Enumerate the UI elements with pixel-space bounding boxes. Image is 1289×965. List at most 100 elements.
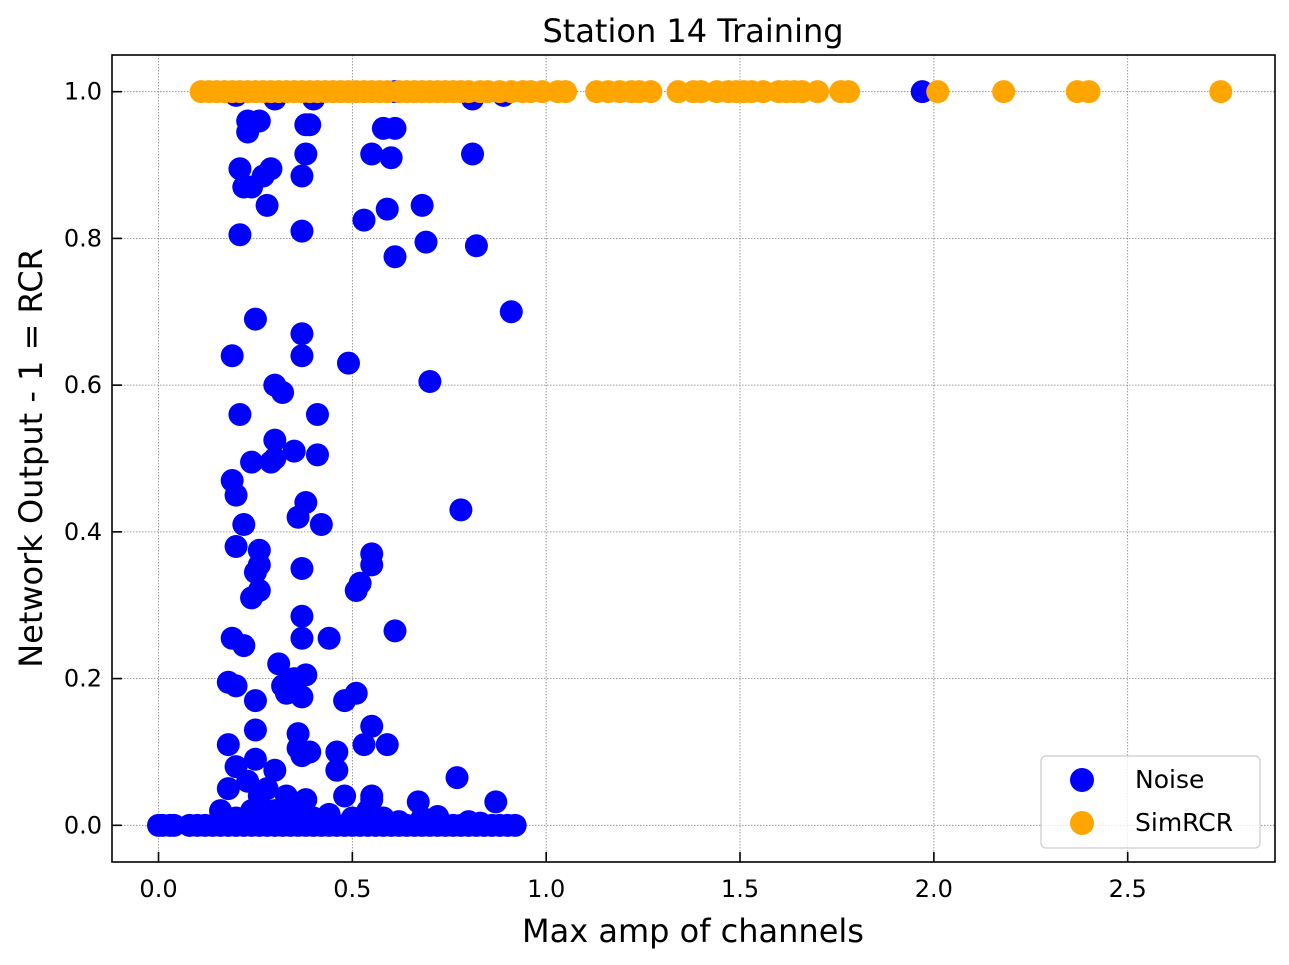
- noise-point: [360, 788, 384, 812]
- noise-point: [383, 245, 407, 269]
- noise-point: [387, 810, 411, 834]
- noise-point: [243, 747, 267, 771]
- noise-point: [290, 322, 314, 346]
- noise-point: [247, 109, 271, 133]
- axis-ticks: 0.0 0.5 1.0 1.5 2.0 2.5 0.0 0.2 0.4 0.6 0.8 1.0: [64, 78, 1147, 903]
- plot-area-frame: [111, 54, 1276, 863]
- legend: Noise SimRCR: [1040, 755, 1261, 849]
- noise-point: [290, 557, 314, 581]
- simrcr-point: [554, 80, 578, 104]
- noise-point: [232, 634, 256, 658]
- noise-point: [267, 652, 291, 676]
- x-tick-label: 1.5: [721, 875, 759, 903]
- noise-point: [461, 142, 485, 166]
- x-axis-label: Max amp of channels: [522, 912, 864, 950]
- x-tick-label: 2.5: [1109, 875, 1147, 903]
- noise-point: [449, 498, 473, 522]
- x-tick-label: 0.5: [333, 875, 371, 903]
- noise-point: [317, 626, 341, 650]
- noise-point: [282, 439, 306, 463]
- simrcr-point: [1209, 80, 1233, 104]
- noise-point: [243, 689, 267, 713]
- noise-point: [305, 402, 329, 426]
- simrcr-point: [806, 80, 830, 104]
- noise-point: [220, 344, 244, 368]
- noise-point: [426, 805, 450, 829]
- noise-point: [243, 307, 267, 331]
- noise-point: [379, 146, 403, 170]
- noise-point: [228, 157, 252, 181]
- noise-point: [383, 619, 407, 643]
- noise-point: [298, 740, 322, 764]
- noise-point: [243, 718, 267, 742]
- noise-point: [255, 193, 279, 217]
- noise-point: [290, 219, 314, 243]
- noise-point: [410, 193, 434, 217]
- noise-point: [294, 663, 318, 687]
- y-axis-label: Network Output - 1 = RCR: [12, 248, 50, 668]
- noise-point: [418, 369, 442, 393]
- y-tick-label: 0.6: [64, 371, 102, 399]
- noise-point: [255, 777, 279, 801]
- noise-point: [224, 674, 248, 698]
- noise-point: [240, 450, 264, 474]
- noise-point: [247, 579, 271, 603]
- noise-point: [464, 234, 488, 258]
- simrcr-point: [639, 80, 663, 104]
- noise-point: [375, 733, 399, 757]
- noise-point: [294, 142, 318, 166]
- noise-point: [224, 535, 248, 559]
- noise-point: [375, 197, 399, 221]
- noise-point: [336, 351, 360, 375]
- y-tick-label: 0.8: [64, 224, 102, 252]
- noise-point: [344, 681, 368, 705]
- noise-point: [294, 788, 318, 812]
- noise-point: [271, 380, 295, 404]
- chart-title: Station 14 Training: [542, 12, 843, 50]
- noise-point: [468, 811, 492, 835]
- legend-marker-noise: [1070, 768, 1094, 792]
- noise-point: [263, 428, 287, 452]
- noise-point: [232, 513, 256, 537]
- noise-point: [445, 766, 469, 790]
- noise-point: [325, 758, 349, 782]
- x-tick-label: 0.0: [139, 875, 177, 903]
- x-tick-label: 1.0: [527, 875, 565, 903]
- y-tick-label: 0.2: [64, 665, 102, 693]
- noise-point: [360, 142, 384, 166]
- noise-point: [333, 784, 357, 808]
- noise-point: [290, 344, 314, 368]
- y-tick-label: 0.0: [64, 811, 102, 839]
- legend-box: [1040, 755, 1261, 849]
- noise-point: [360, 714, 384, 738]
- y-tick-label: 0.4: [64, 518, 102, 546]
- noise-point: [294, 491, 318, 515]
- noise-point: [305, 443, 329, 467]
- noise-point: [352, 733, 376, 757]
- noise-point: [352, 208, 376, 232]
- noise-point: [290, 626, 314, 650]
- noise-point: [325, 740, 349, 764]
- noise-point: [216, 777, 240, 801]
- noise-point: [247, 538, 271, 562]
- noise-point: [484, 790, 508, 814]
- simrcr-point: [926, 80, 950, 104]
- noise-point: [228, 402, 252, 426]
- noise-point: [406, 790, 430, 814]
- noise-point: [360, 542, 384, 566]
- noise-point: [317, 802, 341, 826]
- noise-point: [290, 604, 314, 628]
- noise-point: [259, 157, 283, 181]
- simrcr-point: [1077, 80, 1101, 104]
- noise-point: [298, 113, 322, 137]
- y-tick-label: 1.0: [64, 78, 102, 106]
- noise-point: [414, 230, 438, 254]
- data-points: [147, 80, 1233, 837]
- noise-point: [309, 513, 333, 537]
- noise-point: [383, 116, 407, 140]
- noise-point: [228, 223, 252, 247]
- noise-point: [290, 164, 314, 188]
- noise-point: [216, 733, 240, 757]
- x-tick-label: 2.0: [915, 875, 953, 903]
